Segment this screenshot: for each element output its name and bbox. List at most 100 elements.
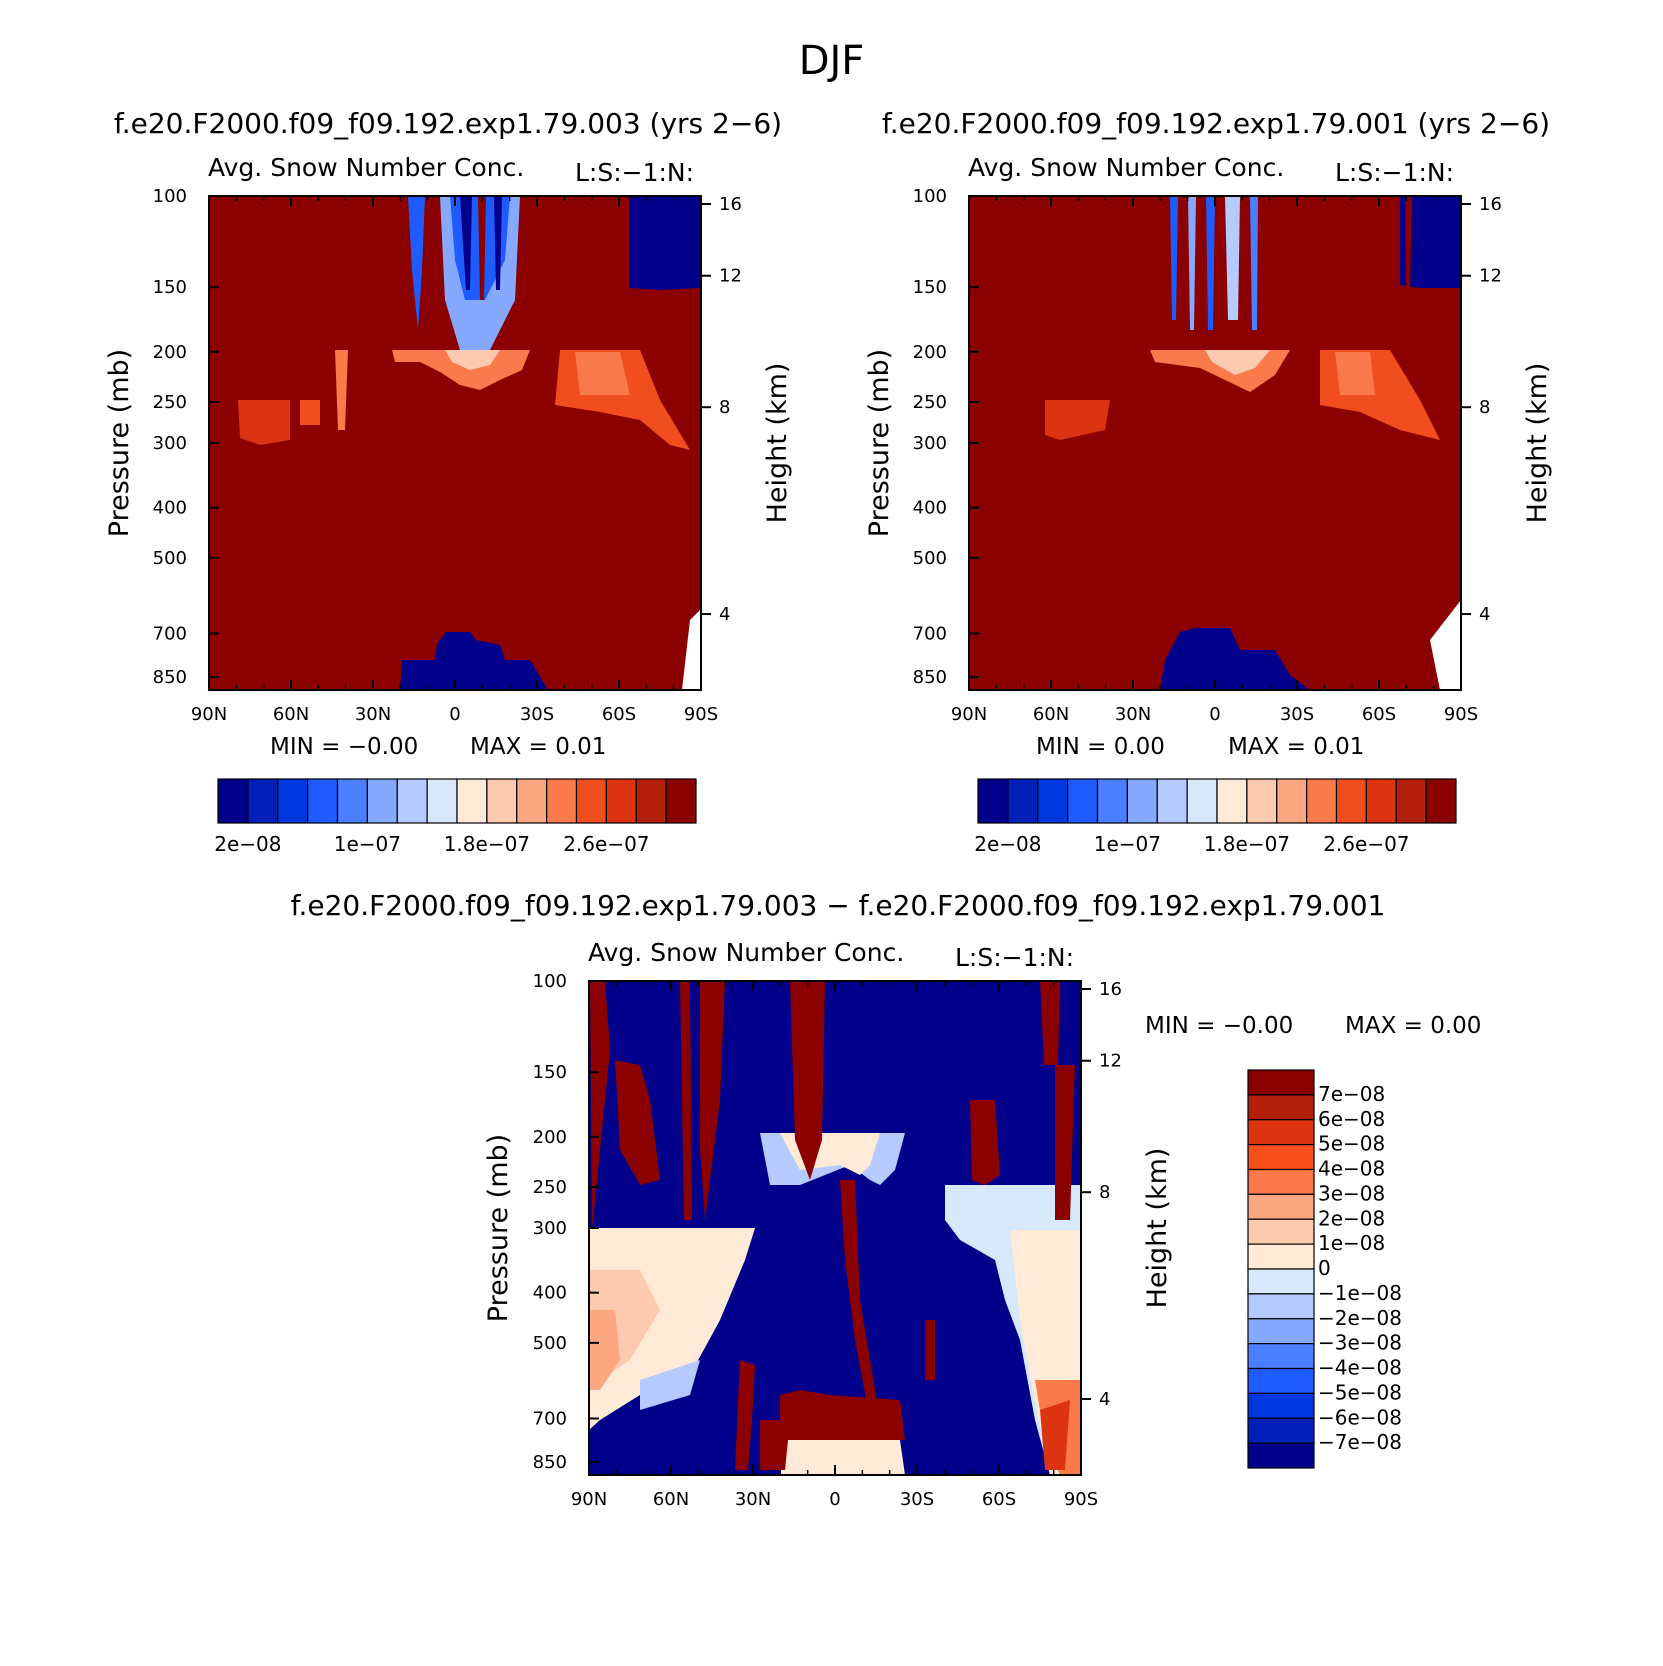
y-tick-label: 150 <box>153 277 187 298</box>
positive-region <box>760 1420 790 1470</box>
upper-streak <box>478 196 486 300</box>
colorbar-box <box>1067 778 1099 824</box>
colorbar-box <box>1216 778 1248 824</box>
colorbar-box <box>1365 778 1397 824</box>
panel-case-003: f.e20.F2000.f09_f09.192.exp1.79.003 (yrs… <box>104 107 793 856</box>
colorbar-label: 1e−08 <box>1318 1231 1385 1255</box>
level-tag: L:S:−1:N: <box>1335 158 1454 187</box>
contour-field <box>969 196 1461 690</box>
negative-region <box>640 1360 700 1410</box>
colorbar-label: −6e−08 <box>1318 1405 1402 1429</box>
level-tag: L:S:−1:N: <box>955 943 1074 972</box>
right-tick-label: 4 <box>1099 1389 1110 1410</box>
x-tick-label: 30S <box>520 704 554 725</box>
y-tick-label: 150 <box>913 277 947 298</box>
colorbar-box <box>396 778 428 824</box>
colorbar-box <box>1247 1268 1315 1295</box>
y-tick-label: 100 <box>153 186 187 207</box>
colorbar-box <box>1247 1168 1315 1195</box>
midlat-band <box>1335 352 1375 395</box>
upper-streak <box>1225 196 1240 320</box>
midlat-band <box>1045 400 1110 440</box>
y-tick-label: 850 <box>913 667 947 688</box>
missing-data-region <box>1430 600 1461 690</box>
contour-field <box>589 981 1081 1475</box>
y-tick-label: 250 <box>153 392 187 413</box>
positive-region <box>1055 1065 1075 1220</box>
x-tick-label: 90S <box>1064 1489 1098 1510</box>
lower-blue-region <box>400 632 548 690</box>
x-tick-label: 0 <box>829 1489 840 1510</box>
colorbar-label: −2e−08 <box>1318 1306 1402 1330</box>
y-tick-label: 200 <box>533 1127 567 1148</box>
max-text: MAX = 0.01 <box>1228 734 1364 760</box>
y-tick-label: 250 <box>913 392 947 413</box>
y-tick-label: 200 <box>913 342 947 363</box>
colorbar-label: 5e−08 <box>1318 1132 1385 1156</box>
midlat-band <box>238 400 290 445</box>
min-text: MIN = 0.00 <box>1036 734 1165 760</box>
y-tick-label: 300 <box>913 433 947 454</box>
colorbar-label: −4e−08 <box>1318 1356 1402 1380</box>
colorbar-label: 4e−08 <box>1318 1157 1385 1181</box>
y-tick-label: 300 <box>533 1218 567 1239</box>
colorbar-label: 7e−08 <box>1318 1082 1385 1106</box>
colorbar-label: 2e−08 <box>974 832 1041 856</box>
x-tick-label: 60N <box>273 704 309 725</box>
x-tick-label: 60N <box>653 1489 689 1510</box>
colorbar-box <box>1247 1119 1315 1146</box>
positive-region <box>780 1390 905 1440</box>
y-tick-label: 700 <box>533 1408 567 1429</box>
y-axis-label: Pressure (mb) <box>864 349 895 537</box>
colorbar-box <box>1306 778 1338 824</box>
colorbar-box <box>605 778 637 824</box>
colorbar-box <box>1247 1343 1315 1370</box>
y-tick-label: 400 <box>153 498 187 519</box>
colorbar-box <box>1246 778 1278 824</box>
colorbar-box <box>1247 1243 1315 1270</box>
colorbar-label: 3e−08 <box>1318 1181 1385 1205</box>
y-tick-label: 400 <box>533 1283 567 1304</box>
y-tick-label: 850 <box>533 1452 567 1473</box>
x-tick-label: 90S <box>684 704 718 725</box>
right-tick-label: 8 <box>1099 1182 1110 1203</box>
colorbar-box <box>1247 1094 1315 1121</box>
colorbar-box <box>486 778 518 824</box>
colorbar-box <box>516 778 548 824</box>
x-tick-label: 60S <box>982 1489 1016 1510</box>
colorbar-box <box>336 778 368 824</box>
right-tick-label: 12 <box>719 266 742 287</box>
colorbar-box <box>665 778 697 824</box>
min-text: MIN = −0.00 <box>1145 1013 1293 1039</box>
max-text: MAX = 0.01 <box>470 734 606 760</box>
page-title: DJF <box>798 38 865 84</box>
right-tick-label: 16 <box>1479 194 1502 215</box>
colorbar: 2e−08 1e−07 1.8e−07 2.6e−07 <box>214 778 697 856</box>
y-tick-label: 100 <box>913 186 947 207</box>
y-tick-label: 500 <box>913 548 947 569</box>
upper-streak <box>494 196 502 290</box>
positive-region <box>790 981 825 1180</box>
max-text: MAX = 0.00 <box>1345 1013 1481 1039</box>
polar-blue-region <box>1405 196 1412 288</box>
positive-region <box>780 1440 905 1475</box>
missing-data-region <box>682 610 701 690</box>
x-tick-label: 0 <box>1209 704 1220 725</box>
case-title: f.e20.F2000.f09_f09.192.exp1.79.003 (yrs… <box>114 107 782 140</box>
colorbar-box <box>1247 1367 1315 1394</box>
panel-subtitle: Avg. Snow Number Conc. <box>208 153 524 182</box>
y-tick-label: 700 <box>153 623 187 644</box>
colorbar-box <box>546 778 578 824</box>
colorbar-box <box>1096 778 1128 824</box>
min-text: MIN = −0.00 <box>270 734 418 760</box>
positive-region <box>700 981 725 1220</box>
lower-blue-region <box>1160 628 1310 690</box>
y-axis-right-label: Height (km) <box>762 363 793 524</box>
colorbar-box <box>1247 1193 1315 1220</box>
x-tick-label: 30S <box>900 1489 934 1510</box>
x-tick-label: 30N <box>1115 704 1151 725</box>
positive-region <box>590 981 610 1230</box>
upper-streak <box>1170 196 1178 320</box>
panel-ticks: 90N 60N 30N 0 30S 60S 90S 100 150 200 250 300 400 500… <box>533 971 1122 1510</box>
colorbar-box <box>1395 778 1427 824</box>
